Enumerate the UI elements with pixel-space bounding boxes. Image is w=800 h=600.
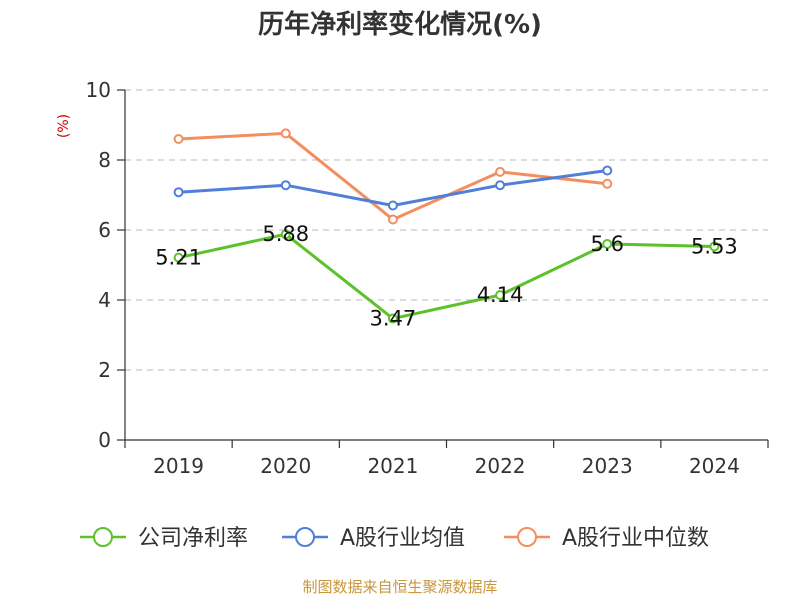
- legend-swatch-marker: [93, 527, 113, 547]
- series-group: [173, 128, 720, 324]
- data-point: [602, 165, 613, 176]
- y-axis-label: (%): [56, 114, 72, 138]
- x-tick-label: 2021: [367, 454, 418, 478]
- data-point: [173, 252, 184, 263]
- series-line: [178, 232, 715, 321]
- data-point: [173, 187, 184, 198]
- data-point: [280, 128, 291, 139]
- x-tick-label: 2020: [260, 454, 311, 478]
- data-point: [495, 166, 506, 177]
- data-label: 5.21: [155, 246, 202, 270]
- data-point: [387, 214, 398, 225]
- data-point: [495, 180, 506, 191]
- legend-label: A股行业中位数: [562, 526, 709, 551]
- chart-title: 历年净利率变化情况(%): [258, 9, 542, 40]
- y-tick-label: 4: [98, 288, 111, 312]
- y-tick-label: 10: [86, 78, 111, 102]
- y-tick-label: 2: [98, 358, 111, 382]
- legend-swatch-marker: [517, 527, 537, 547]
- data-labels: 5.21 5.88 3.47 4.14 5.6 5.53: [155, 222, 738, 330]
- data-point: [280, 180, 291, 191]
- data-point: [602, 178, 613, 189]
- data-point: [602, 239, 613, 249]
- axes: 0 2 4 6 8 10 2019 2020 2021 2022 2023 2024: [86, 78, 769, 478]
- data-point: [387, 313, 398, 324]
- x-tick-label: 2019: [153, 454, 204, 478]
- legend-swatch-marker: [295, 527, 315, 547]
- data-label: 3.47: [370, 307, 417, 331]
- data-label: 5.53: [691, 234, 738, 258]
- y-tick-label: 8: [98, 148, 111, 172]
- source-note: 制图数据来自恒生聚源数据库: [302, 578, 497, 596]
- x-tick-label: 2022: [475, 454, 526, 478]
- x-tick-label: 2024: [689, 454, 740, 478]
- legend-label: 公司净利率: [138, 526, 248, 551]
- y-tick-label: 0: [98, 428, 111, 452]
- data-label: 4.14: [477, 283, 524, 307]
- data-label: 5.6: [591, 232, 624, 256]
- legend: 公司净利率 A股行业均值 A股行业中位数: [80, 526, 709, 551]
- data-label: 5.88: [262, 222, 309, 246]
- legend-label: A股行业均值: [340, 526, 465, 551]
- data-point: [495, 290, 506, 301]
- data-point: [709, 241, 720, 252]
- data-point: [280, 229, 291, 240]
- data-point: [387, 200, 398, 211]
- data-point: [173, 134, 184, 144]
- grid: [125, 89, 768, 371]
- y-tick-label: 6: [98, 218, 111, 242]
- x-tick-label: 2023: [582, 454, 633, 478]
